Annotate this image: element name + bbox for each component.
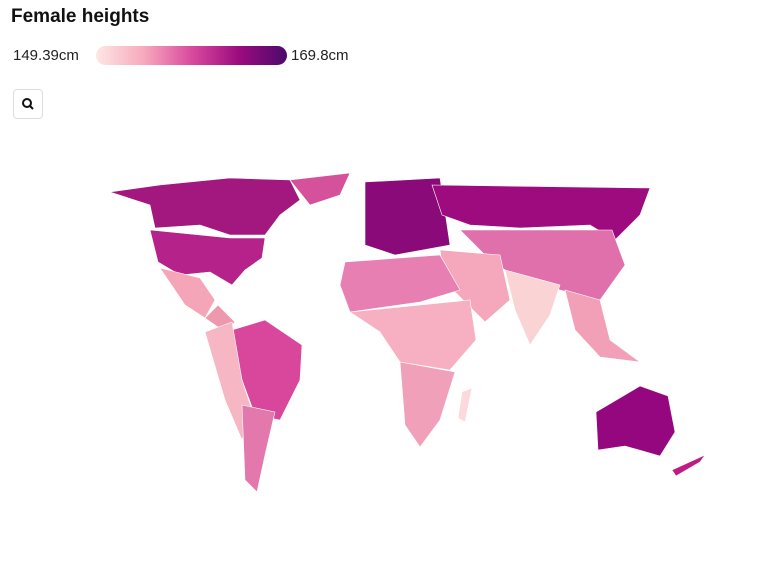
region — [671, 454, 706, 477]
region — [339, 254, 461, 313]
region — [504, 269, 561, 346]
legend-gradient — [96, 46, 287, 65]
region — [431, 184, 651, 241]
region — [364, 177, 451, 256]
legend-min: 149.39cm — [13, 47, 79, 64]
region — [289, 172, 351, 206]
region — [564, 289, 642, 363]
region — [595, 385, 676, 457]
search-button[interactable] — [13, 89, 43, 119]
region — [399, 361, 456, 448]
region — [241, 404, 276, 493]
region — [149, 229, 266, 286]
search-icon — [22, 98, 34, 110]
region — [109, 177, 301, 236]
title: Female heights — [11, 6, 150, 27]
region — [457, 387, 473, 423]
region — [349, 299, 477, 371]
legend-max: 169.8cm — [291, 47, 349, 64]
region — [159, 267, 216, 319]
